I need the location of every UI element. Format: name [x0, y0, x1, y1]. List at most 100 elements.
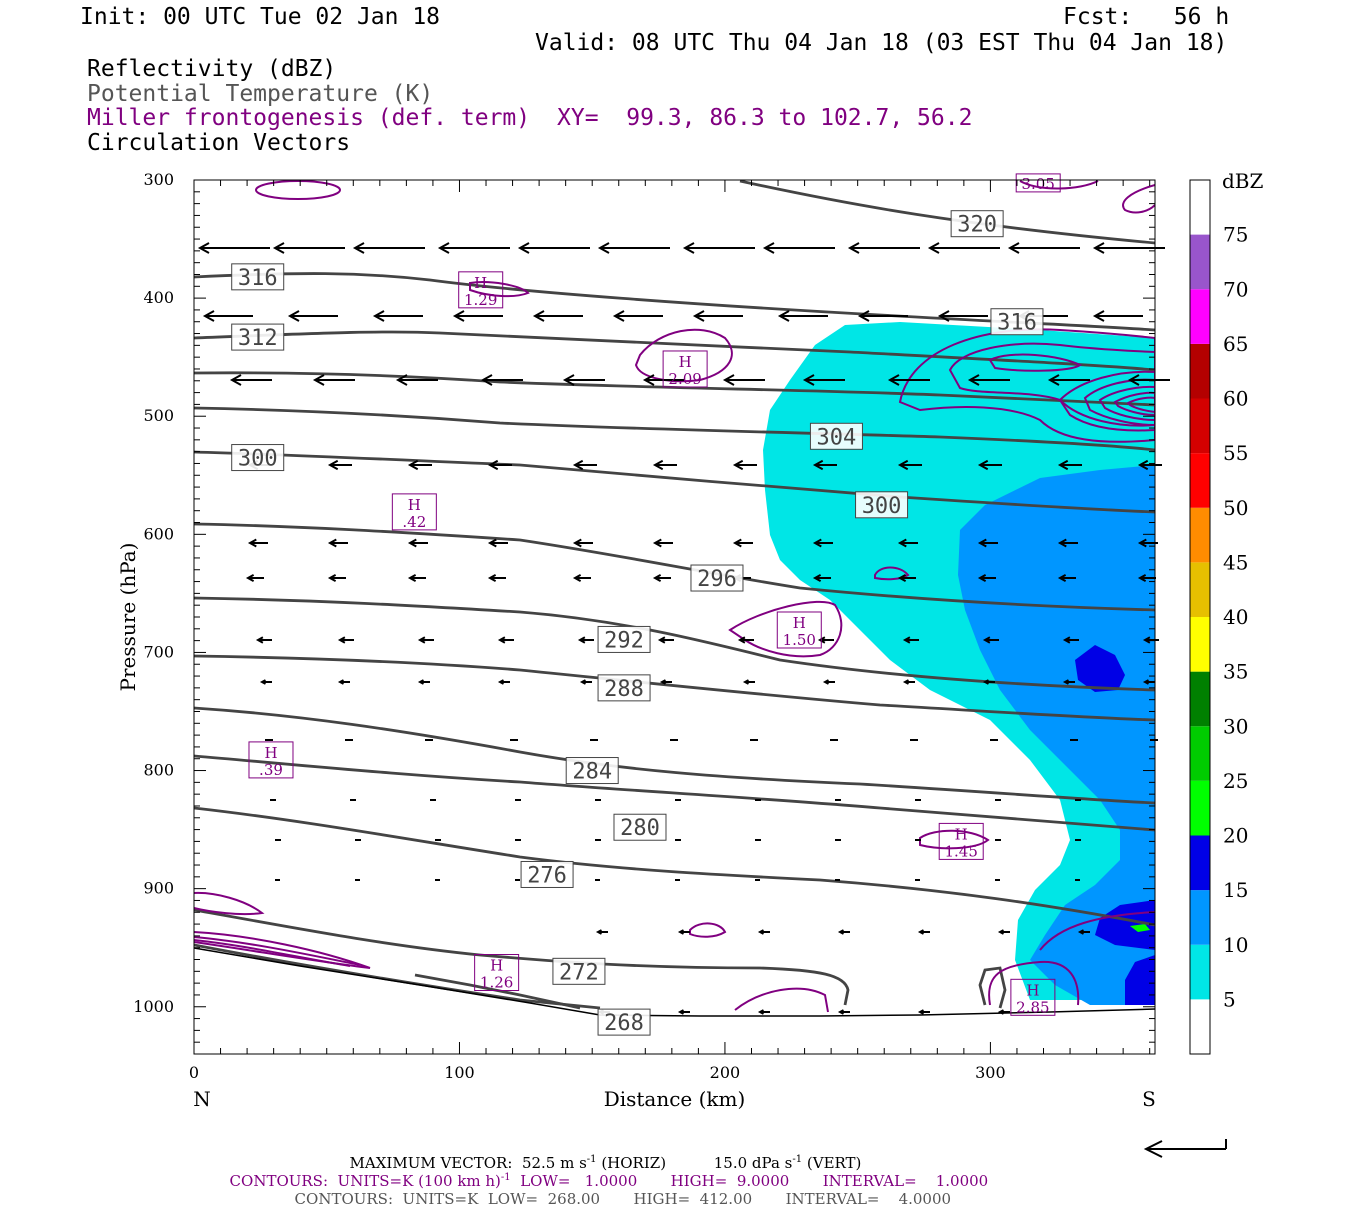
circulation-vector-head	[642, 374, 655, 386]
circulation-vector-head	[737, 636, 746, 644]
fronto-contour-high: HIGH= 9.0000	[670, 1172, 790, 1190]
valid-time: Valid: 08 UTC Thu 04 Jan 18 (03 EST Thu …	[535, 30, 1228, 56]
circulation-vector-head	[1057, 574, 1067, 582]
circulation-vector-head	[757, 1009, 764, 1015]
footer-max-vector: MAXIMUM VECTOR: 52.5 m s-1 (HORIZ) 15.0 …	[340, 1140, 862, 1172]
colorbar-frame	[1189, 179, 1211, 1055]
circulation-vector-head	[692, 310, 705, 322]
theta-label-box	[231, 444, 285, 472]
max-vector-horiz-exp: -1	[586, 1154, 597, 1165]
circulation-vector-head	[977, 574, 987, 582]
circulation-vector-head	[272, 242, 285, 254]
field-theta: Potential Temperature (K)	[87, 81, 434, 107]
reference-vector-head	[1143, 1140, 1163, 1158]
circulation-vector-head	[395, 374, 408, 386]
field-reflectivity: Reflectivity (dBZ)	[87, 56, 337, 82]
theta-label-box	[597, 625, 651, 653]
circulation-vector-head	[757, 929, 764, 935]
x-tick-label: 300	[975, 1063, 1006, 1082]
x-endpoint-south: S	[1142, 1087, 1156, 1111]
circulation-vector-head	[337, 679, 344, 685]
circulation-vector-head	[1062, 636, 1071, 644]
circulation-vector-head	[497, 679, 504, 685]
circulation-vector-head	[997, 929, 1004, 935]
fronto-contour	[988, 960, 1080, 1006]
circulation-vector-head	[579, 679, 586, 685]
footer-theta-contours: CONTOURS: UNITS=K LOW= 268.00 HIGH= 412.…	[285, 1177, 952, 1207]
fronto-contour-units-exp: -1	[500, 1172, 511, 1183]
fronto-contour	[948, 342, 1155, 427]
circulation-vector-head	[562, 374, 575, 386]
theta-label: 272	[559, 960, 599, 985]
refl-10dbz	[958, 465, 1155, 1005]
circulation-vector-head	[732, 538, 742, 548]
theta-label: 320	[957, 213, 997, 238]
fronto-max-h: H	[490, 957, 503, 975]
circulation-vector-head	[742, 679, 749, 685]
fronto-max-h: H	[264, 744, 277, 762]
fronto-contour	[898, 328, 1155, 443]
circulation-vector-head	[327, 459, 339, 471]
theta-label-box	[552, 957, 606, 985]
circulation-vector-head	[407, 574, 417, 582]
circulation-vector-head	[487, 459, 499, 471]
fronto-contour-label: 3.05	[1021, 175, 1054, 193]
theta-label-box	[950, 210, 1004, 238]
colorbar-cell	[1190, 234, 1210, 290]
refl-20dbz	[1130, 924, 1150, 932]
fronto-contour	[194, 936, 361, 966]
fronto-contour	[1083, 378, 1155, 427]
circulation-vector-head	[1142, 679, 1149, 685]
fronto-max-value: 1.26	[480, 974, 513, 992]
circulation-vector-head	[372, 310, 385, 322]
circulation-vector-head	[927, 242, 940, 254]
theta-line	[194, 654, 1155, 722]
circulation-vector-head	[197, 242, 210, 254]
colorbar-label: 65	[1223, 332, 1248, 356]
max-vector-vert-suffix: (VERT)	[806, 1154, 862, 1172]
circulation-vector-head	[682, 242, 695, 254]
circulation-vector-head	[417, 679, 424, 685]
theta-label: 288	[604, 677, 644, 702]
circulation-vector-head	[1007, 242, 1020, 254]
circulation-vector-head	[837, 1009, 844, 1015]
colorbar-cell	[1190, 780, 1210, 836]
circulation-vector-head	[837, 929, 844, 935]
circulation-vector-head	[937, 310, 950, 322]
theta-label: 316	[238, 266, 278, 291]
circulation-vector-head	[1137, 538, 1147, 548]
colorbar-label: 15	[1223, 878, 1248, 902]
circulation-vector-head	[452, 310, 465, 322]
y-tick-label: 700	[143, 642, 174, 661]
circulation-vector-head	[997, 1009, 1004, 1015]
circulation-vector-head	[977, 538, 987, 548]
circulation-vector-head	[312, 374, 325, 386]
max-vector-horiz-suffix: (HORIZ)	[601, 1154, 667, 1172]
circulation-vector-head	[247, 538, 257, 548]
theta-line	[978, 966, 1007, 1009]
fronto-contour	[1126, 396, 1155, 414]
circulation-vector-head	[572, 459, 584, 471]
fronto-contour-low: LOW= 1.0000	[520, 1172, 638, 1190]
colorbar: 5 10 15 20 25 30 35 40 45 50 55 60 65 70 75 dBZ	[1189, 169, 1264, 1055]
fronto-max-h: H	[679, 353, 692, 371]
circulation-vector-head	[857, 310, 870, 322]
circulation-vector-head	[982, 636, 991, 644]
theta-line	[194, 806, 1155, 927]
field-frontogenesis: Miller frontogenesis (def. term)	[87, 105, 531, 131]
max-vector-horiz: 52.5 m s	[521, 1154, 587, 1172]
circulation-vector-head	[487, 574, 497, 582]
theta-line	[194, 406, 1155, 452]
circulation-vector-head	[487, 538, 497, 548]
fronto-max-box	[1010, 978, 1056, 1016]
fronto-max-value: 2.09	[668, 370, 701, 388]
fronto-contour	[469, 281, 530, 298]
frontogenesis-contours	[194, 180, 1155, 1013]
x-tick-label: 200	[710, 1063, 741, 1082]
circulation-vector-head	[327, 538, 337, 548]
theta-label: 296	[697, 567, 737, 592]
colorbar-cell	[1190, 944, 1210, 1000]
circulation-vector-head	[597, 242, 610, 254]
